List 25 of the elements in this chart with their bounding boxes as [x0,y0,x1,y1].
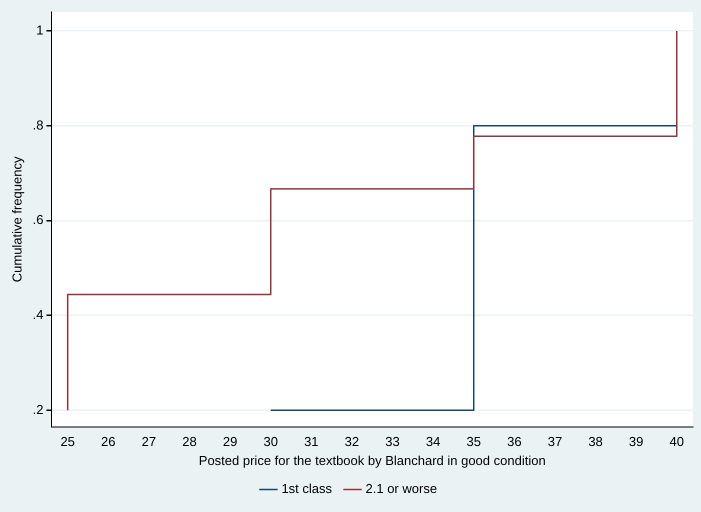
legend-label: 1st class [281,481,333,496]
x-tick-label: 37 [548,434,562,450]
y-tick-label: .8 [32,117,44,132]
x-tick-label: 25 [60,434,75,450]
y-tick-label: .6 [32,212,44,228]
x-tick-label: 32 [344,434,360,450]
x-tick-label: 27 [142,434,156,450]
x-tick-label: 28 [182,434,197,450]
legend-label: 2.1 or worse [366,481,438,496]
y-tick-label: .4 [32,306,44,322]
x-tick-label: 39 [628,434,644,450]
x-tick-label: 35 [466,434,481,450]
x-tick-label: 30 [263,434,278,450]
x-axis-title: Posted price for the textbook by Blanchard in good condition [198,452,546,468]
x-tick-label: 29 [222,434,238,450]
x-tick-label: 26 [101,434,116,450]
x-tick-label: 31 [304,434,319,450]
x-tick-label: 40 [670,434,684,450]
x-tick-label: 33 [385,434,400,450]
x-tick-label: 36 [507,434,522,450]
x-tick-label: 38 [588,434,603,450]
y-axis-title: Cumulative frequency [9,156,24,282]
y-tick-label: .2 [32,402,44,417]
x-tick-label: 34 [426,434,440,450]
y-tick-label: 1 [36,22,44,38]
